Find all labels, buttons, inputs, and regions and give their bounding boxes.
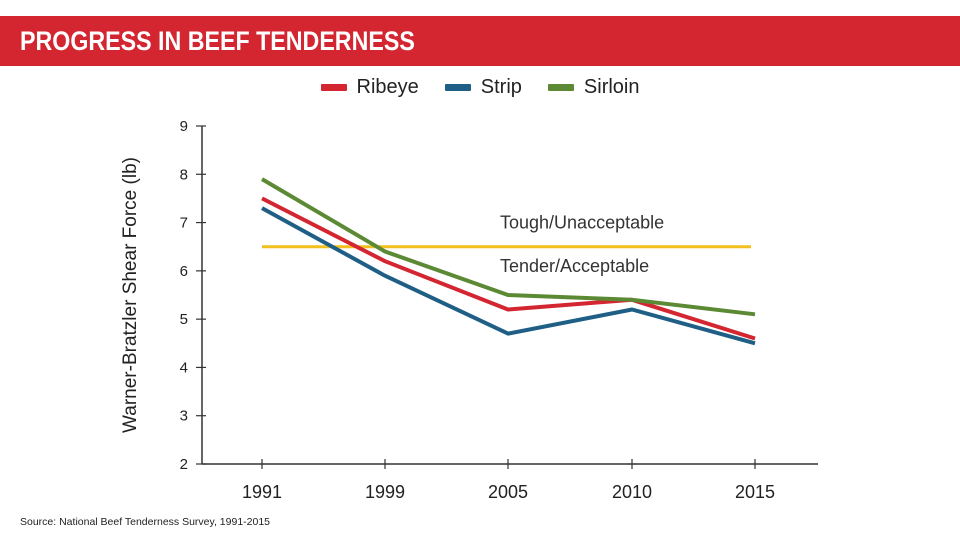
series-line-sirloin bbox=[260, 177, 756, 317]
title-bar bbox=[0, 16, 960, 66]
x-tick-label: 2015 bbox=[735, 482, 775, 502]
page-title: PROGRESS IN BEEF TENDERNESS bbox=[20, 26, 415, 56]
legend-label: Sirloin bbox=[583, 76, 640, 98]
y-tick-label: 7 bbox=[180, 215, 188, 232]
legend-label: Strip bbox=[480, 76, 522, 98]
legend-label: Ribeye bbox=[356, 76, 419, 98]
legend-item-ribeye: Ribeye bbox=[320, 74, 419, 100]
y-tick-label: 3 bbox=[180, 408, 188, 425]
x-tick-label: 2005 bbox=[488, 482, 528, 502]
y-tick-label: 6 bbox=[180, 263, 188, 280]
chart-legend: Ribeye Strip Sirloin bbox=[0, 74, 960, 100]
y-tick-label: 5 bbox=[180, 311, 188, 328]
annotation-tough: Tough/Unacceptable bbox=[500, 213, 664, 233]
x-tick-label: 2010 bbox=[612, 482, 652, 502]
x-tick-label: 1999 bbox=[365, 482, 405, 502]
y-tick-label: 9 bbox=[180, 118, 188, 135]
legend-swatch bbox=[444, 83, 471, 91]
legend-item-sirloin: Sirloin bbox=[547, 74, 640, 100]
series-line-strip bbox=[261, 206, 756, 346]
top-margin bbox=[0, 0, 960, 16]
y-tick-label: 4 bbox=[180, 359, 188, 376]
annotation-tender: Tender/Acceptable bbox=[500, 256, 649, 276]
legend-item-strip: Strip bbox=[444, 74, 522, 100]
series-line-ribeye bbox=[261, 196, 756, 341]
legend-swatch bbox=[320, 83, 347, 91]
y-tick-label: 2 bbox=[180, 456, 188, 473]
y-axis-label: Warner-Bratzler Shear Force (lb) bbox=[120, 157, 141, 433]
x-tick-label: 1991 bbox=[242, 482, 282, 502]
y-tick-label: 8 bbox=[180, 166, 188, 183]
source-note: Source: National Beef Tenderness Survey,… bbox=[20, 516, 271, 528]
legend-swatch bbox=[547, 83, 574, 91]
